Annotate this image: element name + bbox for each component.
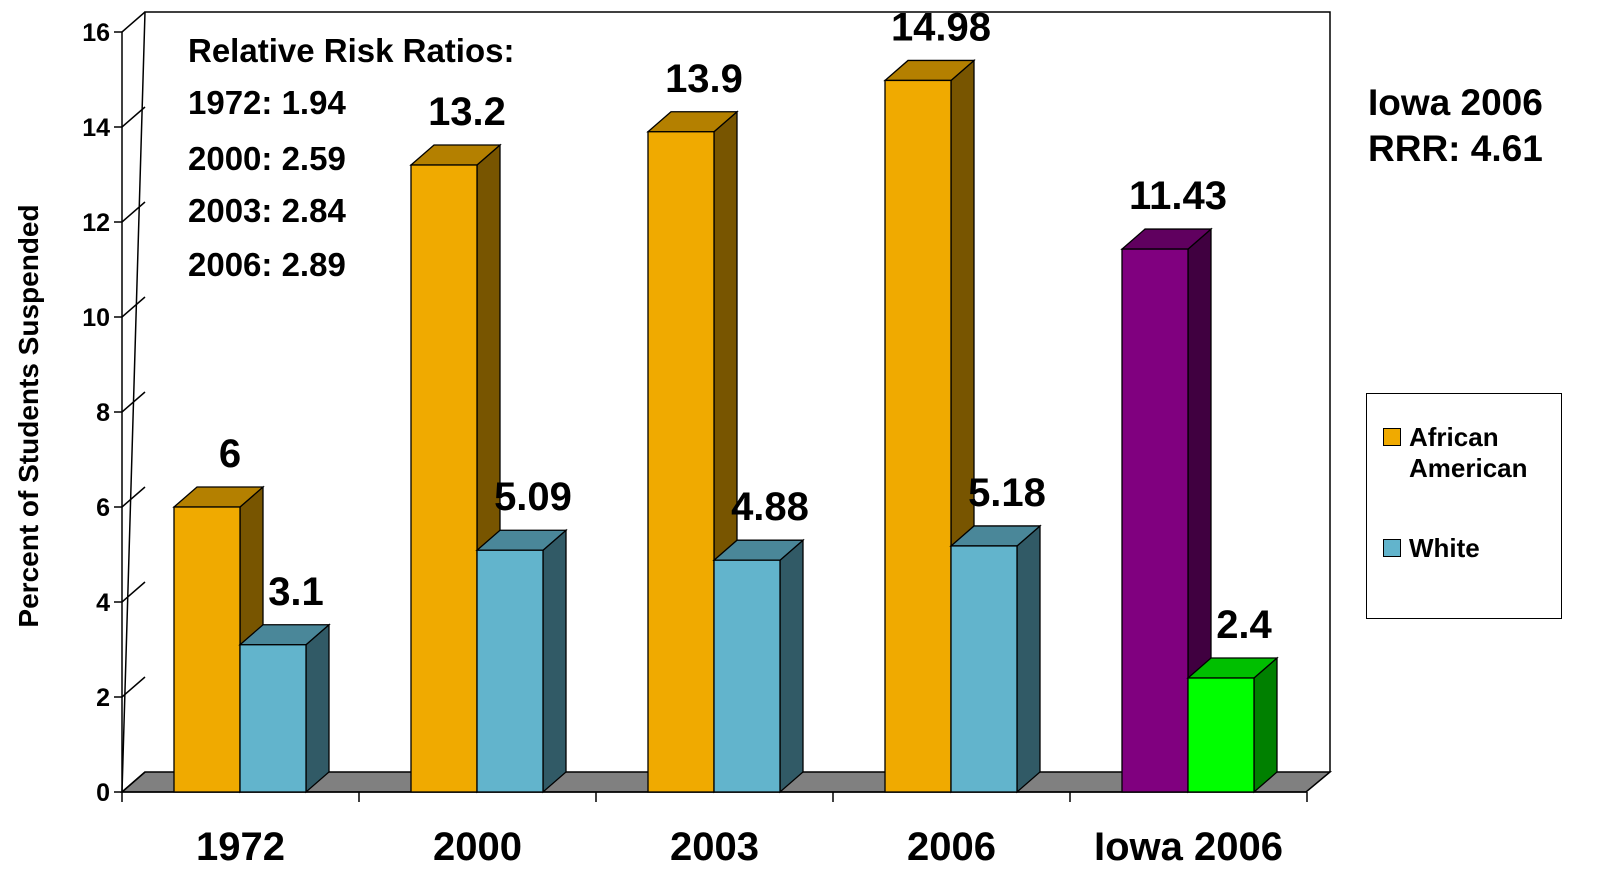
x-category-label: 1972 (196, 825, 285, 869)
y-tick-label: 10 (82, 304, 110, 332)
y-tick-label: 12 (82, 209, 110, 237)
bar-value-label: 14.98 (891, 5, 991, 49)
y-tick-depth (121, 106, 146, 128)
bar (646, 110, 739, 794)
data-labels: 6 13.2 13.9 14.98 11.43 3.1 5.09 4.88 5.18 2.4 (219, 5, 1273, 647)
bar (409, 143, 502, 794)
bar-side (542, 528, 567, 794)
legend-item-white: White (1383, 533, 1549, 564)
legend: African American White (1366, 393, 1562, 619)
risk-ratio-title: Relative Risk Ratios: (188, 32, 514, 69)
bar-side (779, 538, 804, 794)
bar-value-label: 13.9 (665, 57, 743, 101)
y-tick-label: 14 (82, 114, 110, 142)
bar (238, 623, 331, 794)
bar-front (647, 131, 715, 793)
legend-item-african-american: African American (1383, 422, 1549, 484)
bar-front (173, 506, 241, 793)
bar-side (1253, 656, 1278, 794)
x-category-label: 2006 (907, 825, 996, 869)
x-category-label: Iowa 2006 (1094, 825, 1283, 869)
bar-front (950, 545, 1018, 793)
risk-ratio-line: 2000: 2.59 (188, 140, 346, 177)
y-tick-depth (121, 676, 146, 698)
x-category-label: 2003 (670, 825, 759, 869)
bar-front (713, 559, 781, 793)
legend-swatch-white (1383, 539, 1401, 557)
bar (172, 485, 265, 794)
bar-value-label: 4.88 (731, 485, 809, 529)
bar (1120, 227, 1213, 794)
iowa-rrr-line: RRR: 4.61 (1368, 128, 1543, 169)
bar-side (1016, 524, 1041, 794)
bars (172, 59, 1279, 794)
y-tick-label: 8 (96, 399, 110, 427)
bar (1186, 656, 1279, 794)
legend-label: African American (1409, 422, 1528, 483)
bar-front (1121, 248, 1189, 793)
bar-value-label: 6 (219, 432, 241, 476)
y-tick-depth (121, 581, 146, 603)
bar-front (1187, 677, 1255, 793)
bar-value-label: 11.43 (1129, 174, 1227, 218)
y-tick-label: 6 (96, 494, 110, 522)
y-tick-depth (121, 11, 146, 33)
bar-front (884, 79, 952, 793)
bar-front (239, 644, 307, 793)
bar-value-label: 3.1 (268, 570, 324, 614)
y-tick-label: 0 (96, 779, 110, 807)
risk-ratio-line: 2006: 2.89 (188, 246, 346, 283)
bar-value-label: 5.18 (968, 471, 1046, 515)
y-tick-label: 2 (96, 684, 110, 712)
x-category-label: 2000 (433, 825, 522, 869)
iowa-rrr-note: Iowa 2006 RRR: 4.61 (1368, 80, 1543, 172)
risk-ratio-line: 1972: 1.94 (188, 84, 346, 121)
y-tick-label: 4 (96, 589, 110, 617)
bar-value-label: 13.2 (428, 90, 506, 134)
bar-front (476, 549, 544, 793)
y-tick-depth (121, 391, 146, 413)
bar (475, 528, 568, 794)
y-axis-title: Percent of Students Suspended (13, 204, 44, 627)
bar (712, 538, 805, 794)
y-tick-depth (121, 201, 146, 223)
y-tick-depth (121, 296, 146, 318)
bar-side (305, 623, 330, 794)
legend-label: White (1409, 533, 1480, 563)
bar-value-label: 2.4 (1216, 603, 1272, 647)
y-tick-label: 16 (82, 19, 110, 47)
risk-ratio-annotation: Relative Risk Ratios: 1972: 1.94 2000: 2… (188, 32, 514, 283)
y-tick-depth (121, 486, 146, 508)
iowa-rrr-line: Iowa 2006 (1368, 82, 1543, 123)
risk-ratio-line: 2003: 2.84 (188, 192, 346, 229)
bar (949, 524, 1042, 794)
legend-swatch-african-american (1383, 428, 1401, 446)
axes: 0 2 4 6 8 10 12 14 16 1972 2000 2003 2006 Iowa 2006 (82, 11, 1308, 869)
bar-value-label: 5.09 (494, 475, 572, 519)
y-tick-depth (121, 771, 146, 793)
bar-front (410, 164, 478, 793)
